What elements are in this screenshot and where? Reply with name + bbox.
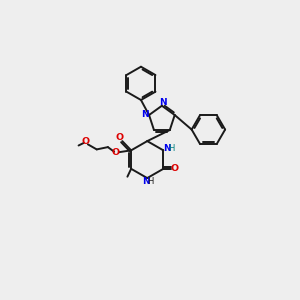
Text: O: O [112,148,120,157]
Text: H: H [168,144,174,153]
Text: H: H [147,178,153,187]
Text: O: O [116,134,124,142]
Text: O: O [170,164,178,173]
Text: N: N [159,98,166,107]
Text: N: N [164,143,171,152]
Text: O: O [81,137,89,146]
Text: N: N [141,110,149,118]
Text: N: N [142,178,150,187]
